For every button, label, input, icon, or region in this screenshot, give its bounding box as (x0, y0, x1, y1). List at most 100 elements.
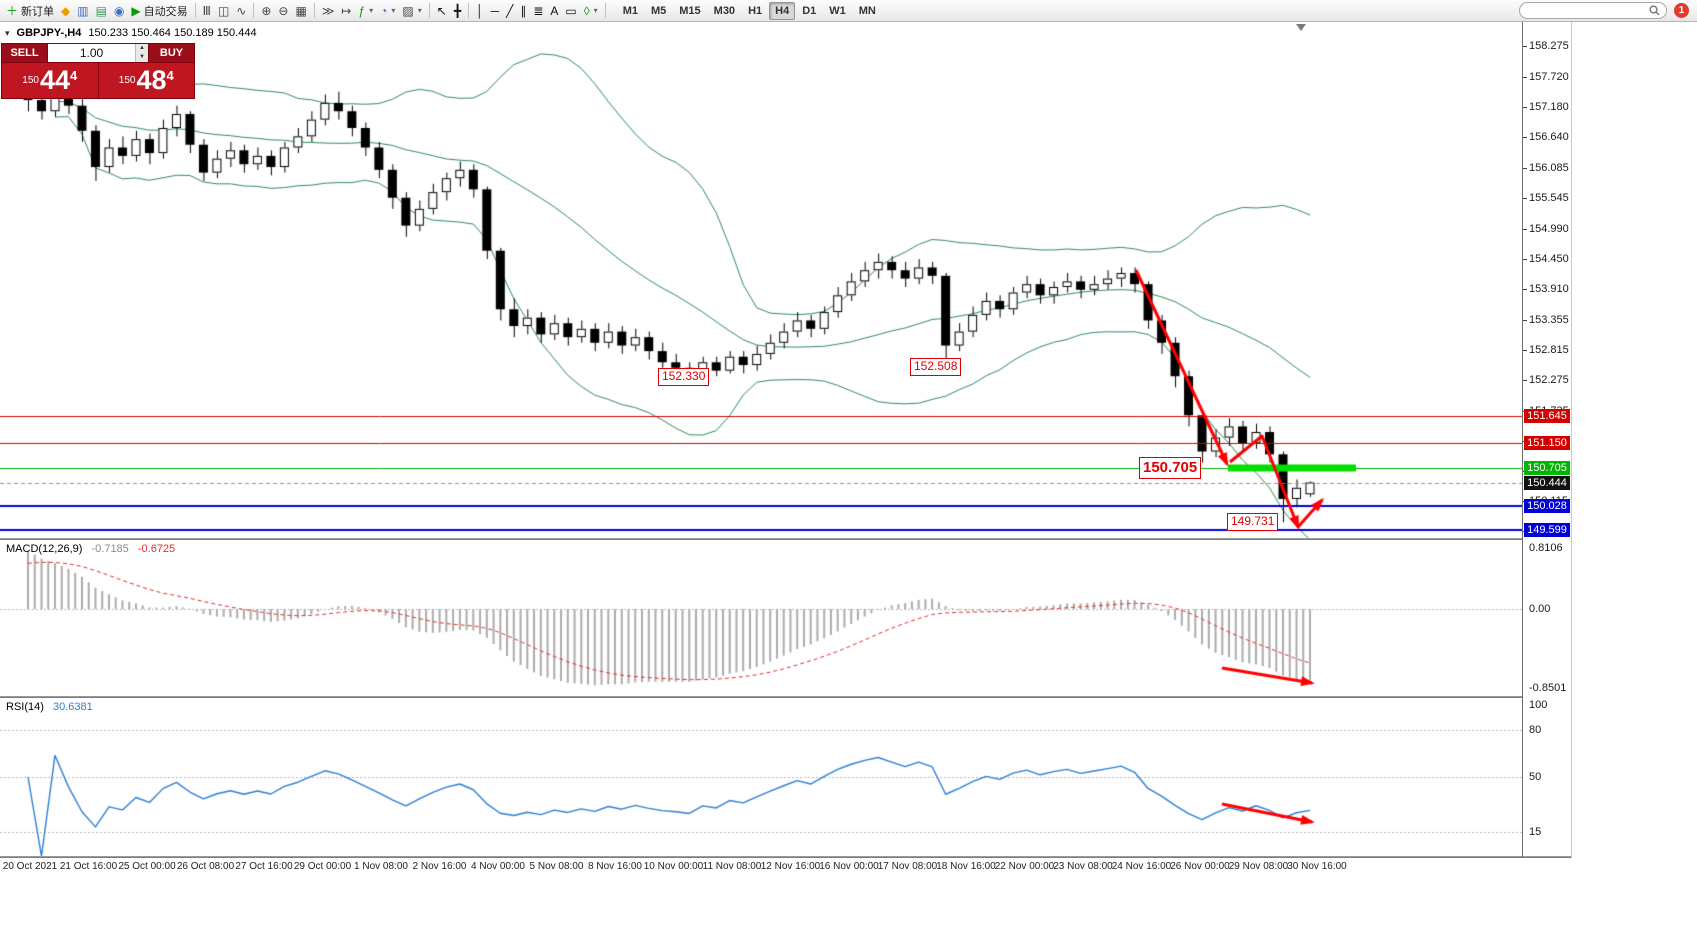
indicators-button[interactable]: ƒ ▾ (355, 1, 376, 20)
chart-ohlc-values: 150.233 150.464 150.189 150.444 (88, 27, 257, 39)
templates-button[interactable]: ▨ ▾ (399, 1, 424, 20)
volume-down-button[interactable]: ▼ (136, 53, 148, 62)
crosshair-tool-button[interactable]: ╋ (451, 1, 464, 20)
label-tool-button[interactable]: ▭ (562, 1, 579, 20)
time-axis-label: 21 Oct 16:00 (59, 861, 118, 872)
dropdown-arrow-icon: ▾ (391, 6, 396, 15)
price-callout-label[interactable]: 149.731 (1227, 513, 1279, 531)
time-axis-label: 17 Nov 08:00 (877, 861, 938, 872)
time-axis-label: 29 Nov 08:00 (1228, 861, 1289, 872)
timeframe-m30-button[interactable]: M30 (713, 4, 736, 17)
price-tick-label: 158.275 (1529, 39, 1569, 52)
market-watch-button[interactable]: ▥ (74, 1, 91, 20)
price-tick-label: 155.545 (1529, 192, 1569, 204)
panel-splitter-macd[interactable] (0, 538, 1572, 540)
bar-chart-button[interactable]: Ⅲ (200, 1, 214, 20)
price-scale[interactable]: 158.275 157.720 157.180 156.640 156.085 155.5… (1523, 22, 1571, 856)
fibonacci-icon: ≣ (533, 3, 544, 18)
text-tool-button[interactable]: A (547, 1, 561, 20)
timeframe-m15-button[interactable]: M15 (679, 4, 701, 17)
shapes-icon: ◊ (583, 3, 590, 18)
channel-icon: ∥ (520, 3, 527, 18)
tile-windows-button[interactable]: ▦ (292, 1, 309, 20)
panel-splitter-rsi[interactable] (0, 696, 1572, 698)
price-tick-mark (1523, 320, 1527, 322)
cursor-tool-button[interactable]: ↖ (434, 1, 450, 20)
price-tick-mark (1523, 198, 1527, 199)
time-axis-label: 20 Oct 2021 (2, 861, 58, 872)
market-watch-icon: ▥ (77, 3, 89, 18)
periods-button[interactable]: ◔ ▾ (377, 1, 398, 20)
price-callout-label[interactable]: 152.330 (658, 368, 710, 386)
macd-scale-label: 0.8106 (1529, 542, 1563, 554)
shapes-tool-button[interactable]: ◊ ▾ (581, 1, 601, 20)
toolbar-right: 1 (1519, 2, 1694, 19)
bar-chart-icon: Ⅲ (202, 3, 211, 18)
time-axis[interactable]: 20 Oct 2021 21 Oct 16:00 25 Oct 00:00 26 Oc… (0, 858, 1572, 876)
horizontal-line-tool-button[interactable]: ─ (488, 1, 503, 20)
buy-button[interactable]: BUY (149, 44, 194, 62)
price-tick-label: 156.085 (1529, 161, 1569, 174)
autotrading-play-icon: ▶ (131, 3, 141, 18)
timeframe-w1-button[interactable]: W1 (829, 4, 846, 17)
buy-price-base: 150 (118, 75, 136, 86)
rsi-scale-label: 15 (1529, 826, 1542, 839)
zoom-in-button[interactable]: ⊕ (258, 1, 274, 20)
autotrading-button[interactable]: ▶ 自动交易 (128, 1, 190, 20)
search-box[interactable] (1519, 2, 1667, 19)
time-axis-label: 10 Nov 00:00 (643, 861, 704, 872)
tile-windows-icon: ▦ (295, 3, 307, 18)
navigator-button[interactable]: ◉ (111, 1, 127, 20)
time-axis-label: 24 Nov 16:00 (1111, 861, 1172, 872)
toolbar-items: ＋新订单 ◆ ▥ ▤ ◉ ▶ 自动交易 Ⅲ ◫ ∿ ⊕ ⊖ ▦ ≫ ↦ ƒ ▾ ◔ ▾ ▨ ▾ ↖ ╋ │ ─ ╱ ∥ ≣ A ▭ ◊ ▾ (3, 1, 609, 20)
price-callout-label[interactable]: 152.508 (910, 358, 962, 376)
price-tick-label: 152.815 (1529, 344, 1569, 357)
candlestick-chart-button[interactable]: ◫ (215, 1, 232, 20)
auto-scroll-icon: ≫ (321, 3, 335, 18)
rsi-name: RSI(14) (6, 701, 44, 713)
vertical-line-tool-button[interactable]: │ (473, 1, 487, 20)
price-tick-label: 152.275 (1529, 374, 1569, 387)
sell-price-button[interactable]: 150 44 4 (2, 63, 98, 98)
timeframe-m5-button[interactable]: M5 (650, 4, 667, 17)
toolbar-separator (253, 3, 255, 18)
price-callout-label[interactable]: 150.705 (1139, 457, 1202, 479)
rsi-indicator-canvas[interactable] (0, 698, 1522, 856)
horizontal-line-icon: ─ (490, 3, 500, 18)
buy-price-button[interactable]: 150 48 4 (97, 63, 195, 98)
candlestick-chart-icon: ◫ (217, 3, 230, 18)
timeframe-m1-button[interactable]: M1 (622, 4, 638, 17)
price-level-badge: 150.028 (1524, 498, 1570, 513)
time-axis-label: 23 Nov 08:00 (1053, 861, 1113, 872)
search-input[interactable] (1526, 4, 1645, 17)
time-axis-label: 26 Nov 00:00 (1170, 861, 1230, 872)
zoom-out-button[interactable]: ⊖ (275, 1, 291, 20)
auto-scroll-button[interactable]: ≫ (319, 1, 338, 20)
sell-button[interactable]: SELL (2, 44, 47, 62)
dropdown-arrow-icon: ▾ (417, 6, 422, 15)
notification-badge[interactable]: 1 (1674, 3, 1689, 18)
one-click-toggle-icon[interactable]: ▾ (5, 27, 10, 38)
trendline-tool-button[interactable]: ╱ (503, 1, 516, 20)
line-chart-button[interactable]: ∿ (233, 1, 249, 20)
timeframe-h4-button[interactable]: H4 (769, 1, 796, 20)
new-order-button[interactable]: ＋新订单 (3, 1, 57, 20)
volume-up-button[interactable]: ▲ (136, 44, 148, 53)
data-window-button[interactable]: ▤ (93, 1, 110, 20)
mql5-icon: ◆ (61, 3, 71, 18)
timeframe-h1-button[interactable]: H1 (748, 4, 763, 17)
macd-label: MACD(12,26,9) -0.7185 -0.6725 (6, 543, 175, 555)
toolbar-separator (604, 3, 606, 18)
channel-tool-button[interactable]: ∥ (517, 1, 529, 20)
main-chart-canvas[interactable] (0, 22, 1522, 538)
macd-indicator-canvas[interactable] (0, 540, 1522, 696)
timeframe-d1-button[interactable]: D1 (802, 4, 817, 17)
volume-input[interactable] (48, 44, 135, 62)
trendline-icon: ╱ (506, 3, 514, 18)
mql5-community-button[interactable]: ◆ (58, 1, 73, 20)
fibonacci-tool-button[interactable]: ≣ (530, 1, 546, 20)
cursor-icon: ↖ (436, 3, 447, 18)
price-tick-mark (1523, 76, 1527, 78)
timeframe-mn-button[interactable]: MN (858, 4, 876, 17)
chart-shift-button[interactable]: ↦ (338, 1, 354, 20)
